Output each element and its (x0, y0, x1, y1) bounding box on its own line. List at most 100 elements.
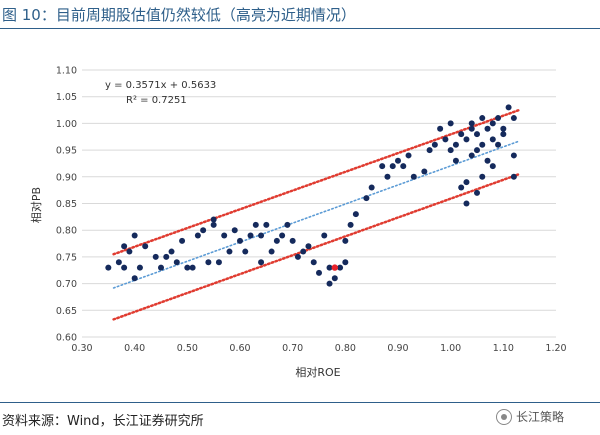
data-point (452, 141, 459, 148)
data-point (468, 125, 475, 132)
data-point (200, 227, 207, 234)
data-point (268, 248, 275, 255)
data-point (468, 152, 475, 159)
data-point (474, 147, 480, 154)
data-point (474, 189, 480, 196)
data-point (310, 259, 317, 266)
data-point (489, 136, 496, 143)
data-point (389, 163, 396, 170)
data-point (484, 125, 491, 132)
wechat-icon (496, 408, 512, 425)
data-point (337, 264, 344, 271)
data-point (173, 259, 180, 266)
x-tick-label: 0.40 (124, 343, 145, 354)
data-point (410, 173, 417, 180)
footer-divider (0, 402, 600, 403)
data-point (289, 237, 296, 244)
data-point (142, 243, 149, 250)
x-tick-label: 0.50 (177, 343, 198, 354)
data-point (368, 184, 375, 191)
data-point (421, 168, 428, 175)
data-point (489, 163, 496, 170)
data-point (247, 232, 254, 239)
data-point (510, 115, 517, 122)
x-tick-label: 1.10 (493, 343, 514, 354)
data-point (458, 184, 465, 191)
data-point (321, 232, 328, 239)
y-tick-label: 0.90 (56, 172, 77, 183)
data-point (495, 141, 502, 148)
data-point (447, 120, 454, 127)
data-point (479, 141, 486, 148)
data-point (105, 264, 112, 271)
data-point (442, 136, 449, 143)
data-point (505, 104, 512, 111)
x-axis-label: 相对ROE (295, 365, 340, 379)
highlight-point (331, 264, 338, 271)
data-point (279, 232, 286, 239)
data-point (384, 173, 391, 180)
y-axis-ticks: 0.60 0.65 0.70 0.75 0.80 0.85 0.90 0.95 1.00 1.05… (56, 66, 77, 344)
data-point (458, 131, 465, 138)
data-point (489, 120, 496, 127)
x-tick-label: 1.20 (545, 343, 566, 354)
chart-grid (82, 69, 556, 338)
y-tick-label: 0.60 (56, 333, 77, 344)
y-axis-label: 相对PB (29, 187, 43, 223)
x-tick-label: 0.90 (387, 343, 408, 354)
data-point (126, 248, 133, 255)
y-tick-label: 0.70 (56, 279, 77, 290)
data-point (463, 136, 470, 143)
data-point (452, 157, 459, 164)
data-point (131, 232, 138, 239)
data-point (152, 253, 159, 260)
data-point (431, 141, 438, 148)
data-point (189, 264, 196, 271)
data-point (158, 264, 164, 271)
data-point (347, 221, 354, 228)
y-tick-label: 0.65 (56, 306, 77, 317)
data-point (258, 232, 265, 239)
figure-title: 图 10：目前周期股估值仍然较低（高亮为近期情况） (2, 6, 356, 24)
data-point (263, 221, 270, 228)
data-point (184, 264, 191, 271)
y-tick-label: 1.10 (56, 66, 77, 77)
brand-logo-text: 长江策略 (516, 410, 565, 424)
y-tick-label: 1.00 (56, 119, 77, 130)
data-point (342, 259, 349, 266)
data-point (258, 259, 265, 266)
data-point (510, 152, 517, 159)
x-tick-label: 1.00 (440, 343, 461, 354)
data-point (468, 120, 475, 127)
y-tick-label: 0.80 (56, 226, 77, 237)
data-point (463, 179, 470, 186)
data-point (136, 264, 143, 271)
r-squared-label: R² = 0.7251 (126, 95, 187, 106)
data-point (331, 275, 338, 282)
data-point (379, 163, 386, 170)
data-point (215, 259, 222, 266)
data-point (210, 221, 217, 228)
data-point (242, 248, 249, 255)
data-point (495, 115, 502, 122)
scatter-chart: 0.30 0.40 0.50 0.60 0.70 0.80 0.90 1.00 1.10 1.20… (29, 66, 567, 380)
data-point (131, 275, 138, 282)
data-point (305, 243, 312, 250)
data-point (463, 200, 470, 207)
x-tick-label: 0.80 (335, 343, 356, 354)
brand-logo: 长江策略 (496, 408, 564, 425)
data-point (326, 280, 333, 287)
lower-band-line (112, 172, 521, 321)
data-point (484, 157, 491, 164)
upper-band-line (112, 108, 521, 256)
y-tick-label: 0.75 (56, 252, 77, 263)
data-point (221, 232, 228, 239)
data-point (405, 152, 412, 159)
data-point (168, 248, 175, 255)
data-point (342, 237, 349, 244)
data-point (284, 221, 291, 228)
data-point (447, 147, 454, 154)
data-point (326, 264, 333, 271)
data-point (363, 195, 370, 202)
data-point (400, 163, 407, 170)
